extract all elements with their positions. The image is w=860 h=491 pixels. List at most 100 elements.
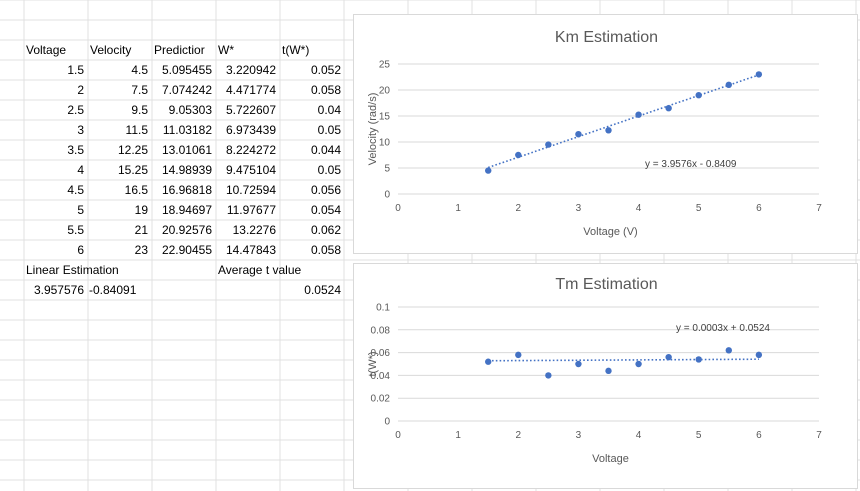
cell-r8-c4[interactable]: 11.97677 (226, 203, 276, 217)
cell-r6-c2[interactable]: 15.25 (117, 163, 148, 177)
km-ytick-label: 25 (379, 60, 391, 71)
tm-xtick-label: 6 (756, 430, 762, 441)
cell-r5-c2[interactable]: 12.25 (117, 143, 148, 157)
tm-ytick-label: 0.1 (376, 303, 390, 314)
cell-r3-c3[interactable]: 9.05303 (168, 103, 212, 117)
cell-r2-c1[interactable]: 2 (77, 83, 84, 97)
km-xtick-label: 3 (576, 203, 582, 214)
cell-r4-c3[interactable]: 11.03182 (162, 123, 212, 137)
header-w-star[interactable]: W* (218, 43, 234, 57)
cell-r9-c4[interactable]: 13.2276 (232, 223, 276, 237)
cell-r9-c3[interactable]: 20.92576 (161, 223, 212, 237)
cell-r2-c3[interactable]: 7.074242 (161, 83, 212, 97)
header-t-w-star[interactable]: t(W*) (282, 43, 310, 57)
cell-r3-c5[interactable]: 0.04 (317, 103, 341, 117)
cell-r3-c2[interactable]: 9.5 (131, 103, 148, 117)
tm-xtick-label: 0 (395, 430, 401, 441)
cell-r3-c1[interactable]: 2.5 (67, 103, 84, 117)
cell-r6-c1[interactable]: 4 (77, 163, 84, 177)
cell-r4-c2[interactable]: 11.5 (125, 123, 148, 137)
cell-r1-c5[interactable]: 0.052 (310, 63, 341, 77)
km-point (575, 131, 582, 138)
km-xtick-label: 5 (696, 203, 702, 214)
tm-point (485, 358, 492, 365)
cell-r10-c3[interactable]: 22.90455 (161, 243, 212, 257)
cell-r1-c2[interactable]: 4.5 (131, 63, 148, 77)
cell-r9-c5[interactable]: 0.062 (310, 223, 341, 237)
km-x-axis-title: Voltage (V) (583, 226, 637, 238)
tm-xtick-label: 2 (516, 430, 522, 441)
km-ytick-label: 10 (379, 138, 391, 149)
tm-ytick-label: 0 (384, 417, 390, 428)
cell-r5-c5[interactable]: 0.044 (310, 143, 341, 157)
cell-r7-c4[interactable]: 10.72594 (225, 183, 276, 197)
average-t-value[interactable]: 0.0524 (304, 283, 341, 297)
cell-r1-c1[interactable]: 1.5 (67, 63, 84, 77)
cell-r10-c2[interactable]: 23 (134, 243, 148, 257)
cell-r6-c5[interactable]: 0.05 (317, 163, 341, 177)
cell-r8-c5[interactable]: 0.054 (310, 203, 341, 217)
header-prediction[interactable]: Predictior (154, 43, 205, 57)
cell-r10-c1[interactable]: 6 (77, 243, 84, 257)
cell-r1-c3[interactable]: 5.095455 (161, 63, 212, 77)
cell-r7-c1[interactable]: 4.5 (67, 183, 84, 197)
tm-estimation-plot: Tm Estimation 0 0.02 0.04 0.06 0.08 0.1 0 1 2 3 4 5 6… (367, 276, 822, 465)
tm-xtick-label: 4 (636, 430, 642, 441)
cell-r2-c4[interactable]: 4.471774 (225, 83, 276, 97)
cell-r7-c3[interactable]: 16.96818 (161, 183, 212, 197)
km-point (635, 111, 642, 118)
cell-r8-c2[interactable]: 19 (134, 203, 148, 217)
tm-point (665, 353, 672, 361)
cell-r4-c4[interactable]: 6.973439 (225, 123, 276, 137)
km-xtick-label: 0 (395, 203, 401, 214)
cell-r8-c1[interactable]: 5 (77, 203, 84, 217)
cell-r6-c3[interactable]: 14.98939 (161, 163, 212, 177)
linear-estimation-label[interactable]: Linear Estimation (26, 263, 119, 277)
header-voltage[interactable]: Voltage (26, 43, 67, 57)
km-trendline-equation: y = 3.9576x - 0.8409 (645, 159, 737, 170)
tm-trendline-equation: y = 0.0003x + 0.0524 (676, 323, 770, 334)
tm-ytick-label: 0.02 (371, 394, 391, 405)
cell-r10-c5[interactable]: 0.058 (310, 243, 341, 257)
cell-r7-c2[interactable]: 16.5 (124, 183, 148, 197)
cell-r5-c4[interactable]: 8.224272 (225, 143, 276, 157)
tm-point (635, 360, 642, 368)
cell-r5-c1[interactable]: 3.5 (67, 143, 84, 157)
slope-value[interactable]: 3.957576 (33, 283, 84, 297)
cell-r10-c4[interactable]: 14.47843 (225, 243, 276, 257)
km-point (695, 92, 702, 99)
cell-r2-c2[interactable]: 7.5 (131, 83, 148, 97)
km-trendline (487, 74, 760, 169)
tm-estimation-chart[interactable]: Tm Estimation 0 0.02 0.04 0.06 0.08 0.1 0 1 2 3 4 5 6… (353, 263, 858, 489)
cell-r3-c4[interactable]: 5.722607 (225, 103, 276, 117)
cell-r9-c2[interactable]: 21 (134, 223, 148, 237)
cell-r4-c5[interactable]: 0.05 (317, 123, 341, 137)
cell-r8-c3[interactable]: 18.94697 (161, 203, 212, 217)
tm-xtick-label: 1 (455, 430, 461, 441)
cell-r5-c3[interactable]: 13.01061 (161, 143, 212, 157)
km-point (485, 167, 492, 174)
cell-r6-c4[interactable]: 9.475104 (225, 163, 276, 177)
cell-r4-c1[interactable]: 3 (77, 123, 84, 137)
km-point (545, 141, 552, 148)
tm-x-axis-title: Voltage (592, 453, 629, 465)
km-estimation-chart[interactable]: Km Estimation 0 5 10 15 20 25 0 1 2 3 4 5 6 7 Voltage (… (353, 14, 858, 254)
km-y-axis-title: Velocity (rad/s) (367, 93, 379, 166)
intercept-value[interactable]: -0.84091 (89, 283, 137, 297)
tm-xtick-label: 7 (816, 430, 822, 441)
tm-y-axis-title: t(W*) (367, 351, 379, 376)
km-ytick-label: 15 (379, 112, 391, 123)
average-t-label[interactable]: Average t value (218, 263, 302, 277)
km-point (605, 127, 612, 134)
cell-r2-c5[interactable]: 0.058 (310, 83, 341, 97)
km-title: Km Estimation (555, 29, 658, 46)
km-xtick-label: 1 (455, 203, 461, 214)
cell-r9-c1[interactable]: 5.5 (67, 223, 84, 237)
tm-point (545, 372, 552, 379)
tm-point (575, 360, 582, 368)
tm-point (725, 347, 732, 354)
tm-point (755, 351, 763, 359)
cell-r1-c4[interactable]: 3.220942 (225, 63, 276, 77)
header-velocity[interactable]: Velocity (90, 43, 132, 57)
cell-r7-c5[interactable]: 0.056 (310, 183, 341, 197)
